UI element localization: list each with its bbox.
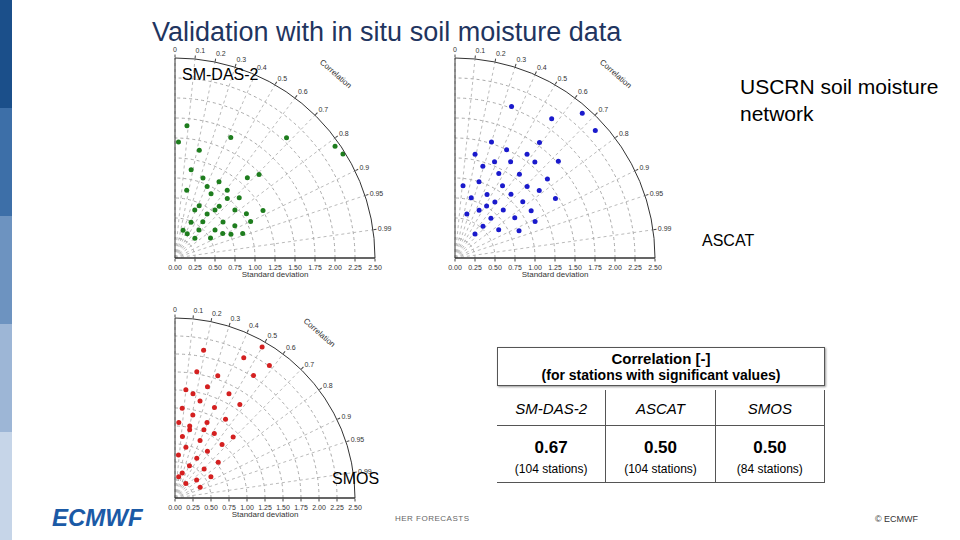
svg-text:0.5: 0.5 <box>557 75 567 82</box>
svg-text:2.00: 2.00 <box>328 264 342 271</box>
svg-text:0.99: 0.99 <box>658 225 672 232</box>
svg-text:0.50: 0.50 <box>204 504 218 511</box>
html-text:0.50: 0.50 <box>753 438 787 457</box>
svg-text:Validation with in situ soil m: Validation with in situ soil moisture da… <box>152 17 622 47</box>
svg-text:0.4: 0.4 <box>257 64 267 71</box>
svg-text:0.00: 0.00 <box>448 264 462 271</box>
svg-text:0.9: 0.9 <box>359 164 369 171</box>
svg-text:0.1: 0.1 <box>193 307 203 314</box>
svg-text:Standard deviation: Standard deviation <box>232 510 299 519</box>
html-text:0.67: 0.67 <box>534 438 568 457</box>
svg-text:0.2: 0.2 <box>496 50 506 57</box>
svg-text:0.9: 0.9 <box>341 413 351 420</box>
html-text:HER FORECASTS: HER FORECASTS <box>395 514 470 523</box>
svg-text:0.5: 0.5 <box>277 75 287 82</box>
svg-text:0: 0 <box>173 46 177 53</box>
svg-text:0: 0 <box>173 306 177 313</box>
svg-text:0: 0 <box>453 46 457 53</box>
svg-text:0.4: 0.4 <box>249 322 259 329</box>
svg-text:0.5: 0.5 <box>267 332 277 339</box>
svg-text:2.00: 2.00 <box>608 264 622 271</box>
html-text:(for stations with significant: (for stations with significant values) <box>541 367 781 383</box>
svg-text:SM-DAS-2: SM-DAS-2 <box>182 66 259 83</box>
svg-text:0.9: 0.9 <box>639 164 649 171</box>
svg-text:0.2: 0.2 <box>212 310 222 317</box>
svg-text:0.50: 0.50 <box>208 264 222 271</box>
svg-text:2.25: 2.25 <box>348 264 362 271</box>
svg-text:0.75: 0.75 <box>228 264 242 271</box>
svg-text:1.50: 1.50 <box>288 264 302 271</box>
svg-text:1.75: 1.75 <box>308 264 322 271</box>
svg-text:0.8: 0.8 <box>619 130 629 137</box>
svg-text:Correlation: Correlation <box>598 58 633 90</box>
svg-text:1.00: 1.00 <box>248 264 262 271</box>
html-text:Correlation [-]: Correlation [-] <box>611 350 711 367</box>
svg-text:2.25: 2.25 <box>330 504 344 511</box>
svg-text:Correlation: Correlation <box>318 58 353 90</box>
svg-text:0.50: 0.50 <box>488 264 502 271</box>
svg-text:Standard deviation: Standard deviation <box>522 270 589 279</box>
svg-text:0.7: 0.7 <box>598 106 608 113</box>
svg-text:2.50: 2.50 <box>348 504 362 511</box>
svg-text:SMOS: SMOS <box>332 470 379 487</box>
svg-text:1.25: 1.25 <box>268 264 282 271</box>
svg-text:1.00: 1.00 <box>240 504 254 511</box>
svg-text:0.3: 0.3 <box>236 56 246 63</box>
svg-text:USCRN soil moisturenetwork: USCRN soil moisturenetwork <box>740 75 938 125</box>
svg-text:ASCAT: ASCAT <box>702 232 754 249</box>
svg-text:0.7: 0.7 <box>304 361 314 368</box>
svg-text:1.00: 1.00 <box>528 264 542 271</box>
html-text:0.50: 0.50 <box>643 438 677 457</box>
html-text:ECMWF: ECMWF <box>52 504 143 531</box>
svg-text:1.50: 1.50 <box>276 504 290 511</box>
svg-text:0.75: 0.75 <box>508 264 522 271</box>
svg-text:Standard deviation: Standard deviation <box>242 270 309 279</box>
svg-text:0.8: 0.8 <box>339 130 349 137</box>
svg-text:0.00: 0.00 <box>168 504 182 511</box>
svg-text:0.2: 0.2 <box>216 50 226 57</box>
html-text:SMOS: SMOS <box>747 400 792 417</box>
svg-text:0.3: 0.3 <box>516 56 526 63</box>
svg-text:1.25: 1.25 <box>548 264 562 271</box>
html-text:ASCAT: ASCAT <box>636 400 685 417</box>
html-text:(104 stations): (104 stations) <box>624 462 697 476</box>
svg-text:0.95: 0.95 <box>370 190 384 197</box>
svg-text:2.50: 2.50 <box>368 264 382 271</box>
svg-text:0.25: 0.25 <box>188 264 202 271</box>
svg-text:0.6: 0.6 <box>298 88 308 95</box>
svg-text:0.95: 0.95 <box>650 190 664 197</box>
svg-text:1.75: 1.75 <box>588 264 602 271</box>
html-text:(84 stations): (84 stations) <box>736 462 803 476</box>
svg-text:1.50: 1.50 <box>568 264 582 271</box>
svg-text:0.25: 0.25 <box>468 264 482 271</box>
svg-text:2.00: 2.00 <box>312 504 326 511</box>
svg-text:2.50: 2.50 <box>648 264 662 271</box>
svg-text:0.3: 0.3 <box>230 315 240 322</box>
svg-text:0.6: 0.6 <box>286 344 296 351</box>
svg-text:0.25: 0.25 <box>186 504 200 511</box>
svg-text:0.99: 0.99 <box>358 468 372 475</box>
svg-text:0.8: 0.8 <box>323 382 333 389</box>
svg-text:2.25: 2.25 <box>628 264 642 271</box>
svg-text:0.1: 0.1 <box>195 47 205 54</box>
svg-text:0.6: 0.6 <box>578 88 588 95</box>
svg-text:0.1: 0.1 <box>475 47 485 54</box>
svg-text:Correlation: Correlation <box>302 317 337 349</box>
svg-text:0.95: 0.95 <box>351 436 365 443</box>
svg-text:0.99: 0.99 <box>378 225 392 232</box>
html-text:SM-DAS-2: SM-DAS-2 <box>515 400 587 417</box>
svg-text:0.7: 0.7 <box>318 106 328 113</box>
html-text:© ECMWF: © ECMWF <box>874 514 918 524</box>
svg-text:1.75: 1.75 <box>294 504 308 511</box>
svg-text:0.4: 0.4 <box>537 64 547 71</box>
svg-text:1.25: 1.25 <box>258 504 272 511</box>
svg-text:0.75: 0.75 <box>222 504 236 511</box>
html-text:(104 stations): (104 stations) <box>514 462 588 476</box>
svg-text:0.00: 0.00 <box>168 264 182 271</box>
